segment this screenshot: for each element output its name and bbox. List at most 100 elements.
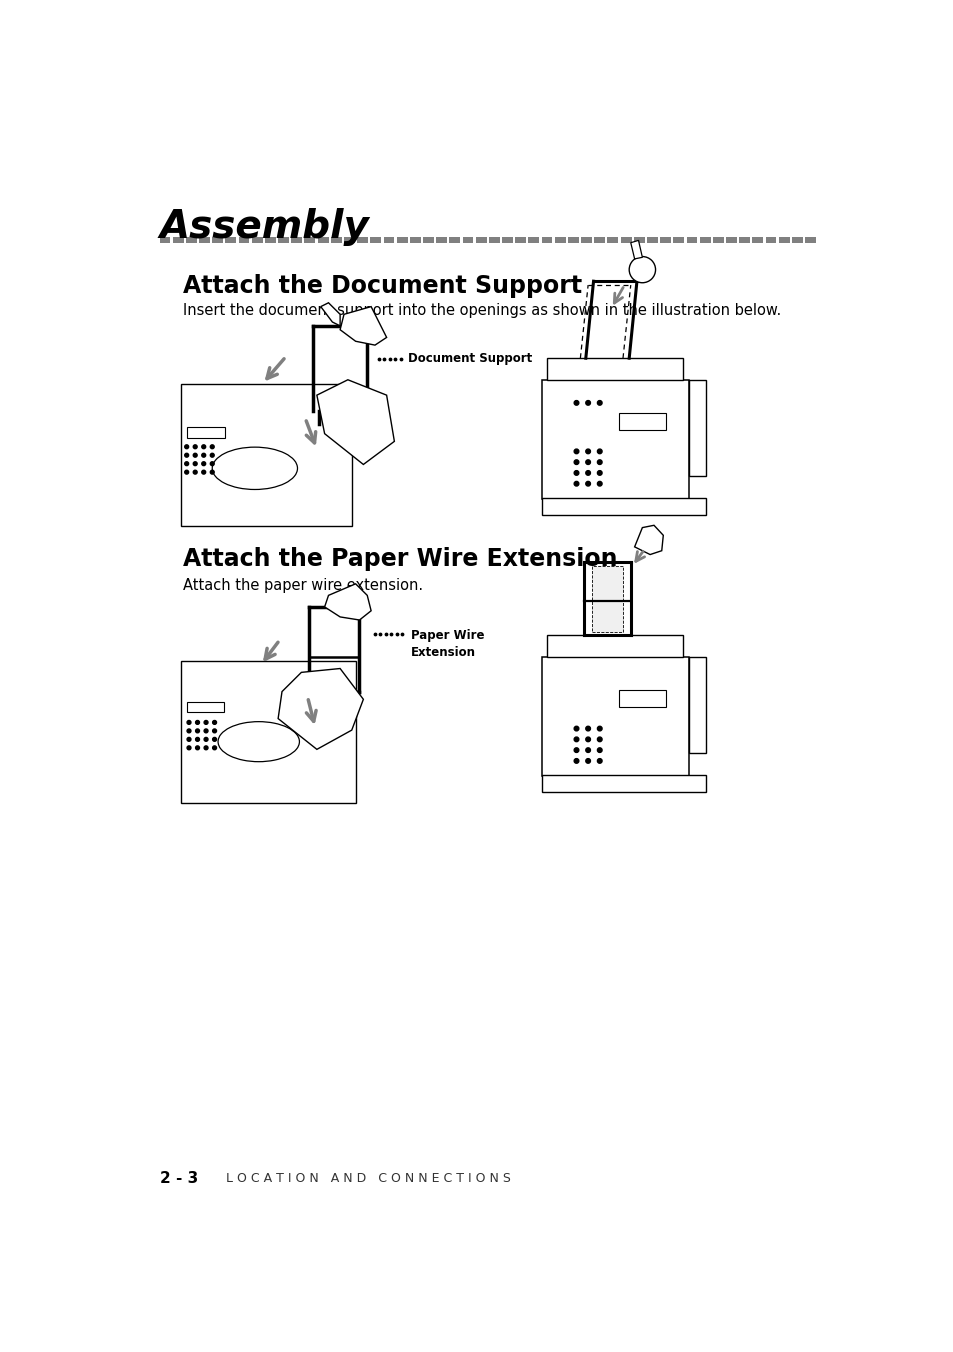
Bar: [699, 237, 710, 243]
Text: Assembly: Assembly: [159, 208, 369, 246]
Bar: [594, 237, 604, 243]
Bar: [181, 384, 352, 526]
Circle shape: [195, 737, 199, 741]
Bar: [607, 237, 618, 243]
Bar: [252, 237, 262, 243]
Bar: [344, 237, 355, 243]
Bar: [633, 237, 644, 243]
Bar: [712, 237, 723, 243]
Bar: [159, 237, 171, 243]
Bar: [410, 237, 420, 243]
Circle shape: [597, 460, 601, 465]
Circle shape: [210, 470, 214, 475]
Bar: [172, 237, 183, 243]
Bar: [476, 237, 486, 243]
Circle shape: [585, 400, 590, 406]
Circle shape: [585, 449, 590, 454]
Polygon shape: [320, 303, 340, 326]
Circle shape: [597, 449, 601, 454]
Circle shape: [210, 462, 214, 465]
Bar: [331, 237, 341, 243]
Circle shape: [597, 470, 601, 476]
Polygon shape: [278, 668, 363, 749]
Circle shape: [597, 400, 601, 406]
Circle shape: [210, 453, 214, 457]
Bar: [778, 237, 789, 243]
Circle shape: [574, 470, 578, 476]
Circle shape: [187, 721, 191, 725]
Circle shape: [213, 746, 216, 750]
Bar: [528, 237, 538, 243]
Bar: [436, 237, 447, 243]
Circle shape: [585, 726, 590, 731]
Circle shape: [574, 748, 578, 753]
Bar: [546, 358, 682, 380]
Text: Attach the Document Support: Attach the Document Support: [183, 274, 581, 297]
Bar: [541, 775, 705, 792]
Circle shape: [193, 462, 197, 465]
Circle shape: [185, 445, 189, 449]
Bar: [181, 661, 355, 803]
Bar: [686, 237, 697, 243]
Circle shape: [185, 462, 189, 465]
Bar: [765, 237, 776, 243]
Circle shape: [574, 400, 578, 406]
Circle shape: [185, 470, 189, 475]
Circle shape: [574, 449, 578, 454]
Circle shape: [185, 453, 189, 457]
Circle shape: [597, 758, 601, 764]
Circle shape: [204, 746, 208, 750]
Bar: [592, 566, 622, 631]
Circle shape: [574, 481, 578, 485]
Bar: [449, 237, 459, 243]
Polygon shape: [324, 584, 371, 621]
Bar: [515, 237, 525, 243]
Circle shape: [202, 462, 206, 465]
Circle shape: [597, 748, 601, 753]
Bar: [212, 237, 223, 243]
Bar: [187, 703, 224, 713]
Bar: [199, 237, 210, 243]
Bar: [422, 237, 434, 243]
Circle shape: [210, 445, 214, 449]
Circle shape: [195, 721, 199, 725]
Circle shape: [193, 445, 197, 449]
Circle shape: [193, 453, 197, 457]
Circle shape: [574, 737, 578, 742]
Circle shape: [597, 737, 601, 742]
Bar: [462, 237, 473, 243]
Circle shape: [574, 726, 578, 731]
Circle shape: [585, 737, 590, 742]
Polygon shape: [630, 241, 641, 258]
Bar: [541, 657, 688, 776]
Bar: [541, 380, 688, 499]
Text: Attach the paper wire extension.: Attach the paper wire extension.: [183, 579, 422, 594]
Text: Attach the Paper Wire Extension: Attach the Paper Wire Extension: [183, 548, 617, 572]
Bar: [291, 237, 302, 243]
Circle shape: [187, 737, 191, 741]
Bar: [383, 237, 394, 243]
Text: Paper Wire
Extension: Paper Wire Extension: [410, 629, 483, 658]
Bar: [567, 237, 578, 243]
Circle shape: [585, 470, 590, 476]
Circle shape: [597, 481, 601, 485]
Circle shape: [202, 470, 206, 475]
Bar: [646, 237, 658, 243]
Bar: [317, 237, 328, 243]
Bar: [501, 237, 513, 243]
Bar: [356, 237, 368, 243]
Bar: [725, 237, 736, 243]
Polygon shape: [340, 307, 386, 345]
Bar: [739, 237, 749, 243]
Circle shape: [629, 257, 655, 283]
Bar: [225, 237, 236, 243]
Bar: [659, 237, 670, 243]
Text: L O C A T I O N   A N D   C O N N E C T I O N S: L O C A T I O N A N D C O N N E C T I O …: [226, 1172, 511, 1186]
Circle shape: [195, 746, 199, 750]
Bar: [541, 237, 552, 243]
Circle shape: [585, 481, 590, 485]
Circle shape: [585, 460, 590, 465]
Circle shape: [574, 758, 578, 764]
Bar: [546, 635, 682, 657]
Bar: [278, 237, 289, 243]
